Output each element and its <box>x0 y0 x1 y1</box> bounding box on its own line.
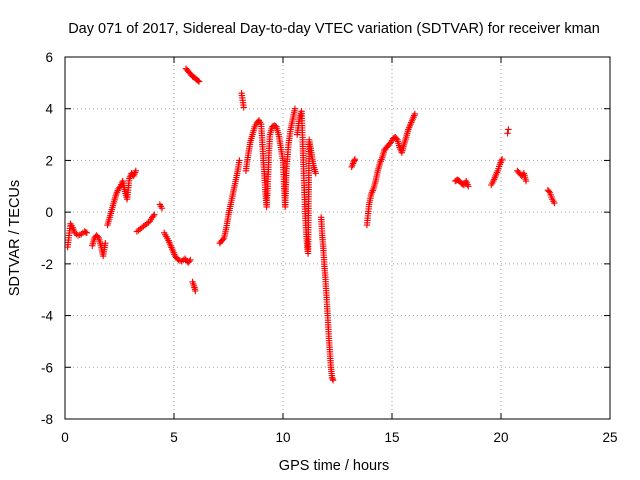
data-point <box>312 170 319 177</box>
data-point <box>504 130 511 137</box>
tick-labels: 0 5 10 15 20 25 -8 -6 -4 -2 0 2 4 6 <box>41 50 618 445</box>
data-point <box>386 140 394 147</box>
data-point <box>195 78 203 85</box>
data-point <box>102 239 109 247</box>
x-tick-label: 0 <box>61 430 69 445</box>
data-point <box>192 287 199 295</box>
data-point <box>522 177 530 185</box>
data-point <box>411 110 419 118</box>
y-tick-label: 0 <box>45 205 53 220</box>
data-point <box>83 229 90 237</box>
data-point <box>194 77 202 84</box>
x-tick-label: 5 <box>170 430 178 445</box>
data-point <box>498 155 506 163</box>
x-tick-label: 10 <box>275 430 290 445</box>
y-tick-label: -8 <box>41 412 53 427</box>
data-point <box>329 377 337 384</box>
y-tick-label: 2 <box>45 153 53 168</box>
axis-ticks <box>64 56 611 420</box>
x-axis-title: GPS time / hours <box>279 458 389 474</box>
data-point <box>236 157 243 164</box>
x-tick-label: 20 <box>493 430 508 445</box>
x-tick-label: 15 <box>384 430 399 445</box>
data-point <box>150 212 157 220</box>
data-point <box>187 256 194 264</box>
y-axis-title: SDTVAR / TECUs <box>7 180 23 296</box>
plot-frame <box>64 56 611 420</box>
data-point <box>393 135 400 142</box>
data-point <box>240 104 247 111</box>
data-point <box>545 188 553 195</box>
data-points <box>64 65 558 384</box>
data-point <box>158 205 166 212</box>
x-tick-label: 25 <box>602 430 617 445</box>
data-point <box>186 258 193 265</box>
data-point <box>82 228 89 236</box>
data-point <box>151 211 158 218</box>
data-point <box>465 183 472 190</box>
data-point <box>329 375 336 383</box>
data-point <box>94 233 101 240</box>
y-tick-label: 4 <box>45 102 53 117</box>
y-tick-label: -2 <box>41 257 53 272</box>
y-tick-label: -6 <box>41 360 53 375</box>
data-point <box>505 126 512 133</box>
chart-title: Day 071 of 2017, Sidereal Day-to-day VTE… <box>68 21 600 37</box>
data-point <box>132 167 140 174</box>
grid <box>65 57 610 419</box>
y-tick-label: -4 <box>41 309 53 324</box>
data-point <box>219 236 227 243</box>
data-point <box>291 105 299 112</box>
data-point <box>551 199 558 207</box>
data-point <box>351 155 359 163</box>
y-tick-label: 6 <box>45 50 53 65</box>
